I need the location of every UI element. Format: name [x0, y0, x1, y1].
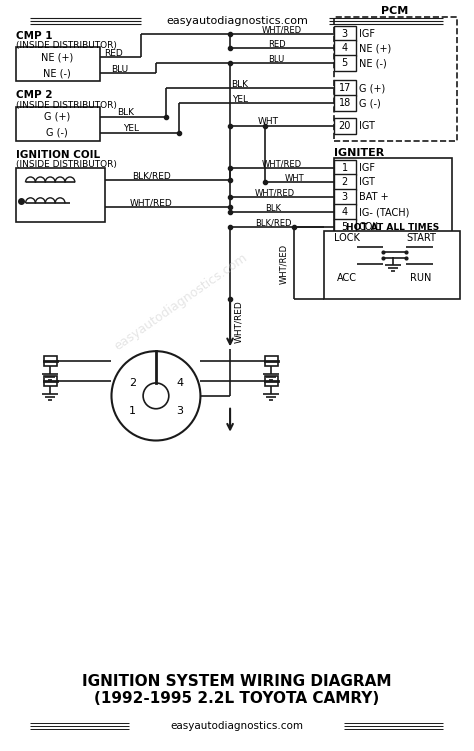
FancyBboxPatch shape: [334, 56, 356, 71]
Text: 4: 4: [342, 207, 348, 217]
Text: WHT/RED: WHT/RED: [130, 199, 173, 208]
Text: 18: 18: [338, 98, 351, 108]
FancyBboxPatch shape: [16, 47, 100, 81]
FancyBboxPatch shape: [264, 376, 277, 386]
Text: 3: 3: [342, 29, 348, 38]
Text: BLK: BLK: [264, 204, 281, 213]
FancyBboxPatch shape: [44, 356, 57, 366]
FancyBboxPatch shape: [334, 219, 356, 235]
Text: G (-): G (-): [46, 128, 68, 138]
Text: WHT/RED: WHT/RED: [234, 300, 243, 342]
Text: G (+): G (+): [44, 112, 70, 122]
Text: 3: 3: [176, 406, 183, 416]
Text: HOT AT ALL TIMES: HOT AT ALL TIMES: [346, 222, 439, 231]
Text: RED: RED: [268, 40, 285, 49]
Text: NE (+): NE (+): [358, 44, 391, 53]
FancyBboxPatch shape: [334, 95, 356, 111]
Text: IGT: IGT: [358, 121, 374, 131]
Text: PCM: PCM: [382, 6, 409, 16]
Text: BAT +: BAT +: [358, 192, 388, 202]
Text: BLU: BLU: [111, 65, 128, 74]
Text: 17: 17: [338, 83, 351, 93]
Text: IGNITION COIL: IGNITION COIL: [16, 149, 100, 160]
FancyBboxPatch shape: [334, 158, 453, 257]
FancyBboxPatch shape: [334, 189, 356, 205]
Text: BLU: BLU: [268, 55, 284, 64]
Text: YEL: YEL: [232, 95, 248, 104]
Text: 2: 2: [342, 177, 348, 188]
Text: easyautodiagnostics.com: easyautodiagnostics.com: [112, 251, 250, 352]
FancyBboxPatch shape: [334, 174, 356, 191]
Text: WHT/RED: WHT/RED: [255, 189, 295, 198]
Text: 2: 2: [128, 378, 136, 388]
Text: RED: RED: [104, 49, 123, 58]
Text: WHT: WHT: [258, 117, 279, 126]
Text: YEL: YEL: [123, 125, 139, 134]
Text: CMP 2: CMP 2: [16, 90, 52, 100]
FancyBboxPatch shape: [334, 41, 356, 56]
FancyBboxPatch shape: [334, 17, 457, 140]
FancyBboxPatch shape: [334, 160, 356, 176]
Text: IGF: IGF: [358, 29, 374, 38]
Text: NE (-): NE (-): [43, 68, 71, 78]
Text: (1992-1995 2.2L TOYOTA CAMRY): (1992-1995 2.2L TOYOTA CAMRY): [94, 691, 380, 706]
Text: IGNITION SYSTEM WIRING DIAGRAM: IGNITION SYSTEM WIRING DIAGRAM: [82, 674, 392, 689]
Text: CMP 1: CMP 1: [16, 31, 52, 41]
Text: 1: 1: [342, 162, 348, 173]
Text: NE (+): NE (+): [41, 53, 73, 62]
FancyBboxPatch shape: [16, 107, 100, 140]
Text: BLK/RED: BLK/RED: [255, 219, 292, 228]
Text: COIL: COIL: [358, 222, 381, 232]
Text: IGT: IGT: [358, 177, 374, 188]
Text: (INSIDE DISTRIBUTOR): (INSIDE DISTRIBUTOR): [16, 41, 117, 50]
Text: NE (-): NE (-): [358, 59, 386, 68]
Text: easyautodiagnostics.com: easyautodiagnostics.com: [166, 16, 308, 26]
FancyBboxPatch shape: [334, 80, 356, 96]
Text: 1: 1: [129, 406, 136, 416]
FancyBboxPatch shape: [16, 167, 105, 222]
Text: 20: 20: [338, 121, 351, 131]
Text: ACC: ACC: [337, 273, 357, 282]
FancyBboxPatch shape: [334, 204, 356, 220]
Text: START: START: [406, 233, 436, 243]
FancyBboxPatch shape: [324, 231, 460, 299]
Text: 5: 5: [342, 59, 348, 68]
FancyBboxPatch shape: [44, 376, 57, 386]
Text: LOCK: LOCK: [334, 233, 360, 243]
Text: (INSIDE DISTRIBUTOR): (INSIDE DISTRIBUTOR): [16, 160, 117, 169]
Text: BLK/RED: BLK/RED: [132, 172, 170, 181]
Text: BLK: BLK: [117, 108, 134, 117]
FancyBboxPatch shape: [334, 26, 356, 41]
FancyBboxPatch shape: [264, 356, 277, 366]
Text: WHT/RED: WHT/RED: [262, 25, 302, 34]
Text: WHT: WHT: [284, 174, 304, 183]
Text: G (+): G (+): [358, 83, 385, 93]
Text: RUN: RUN: [410, 273, 431, 282]
FancyBboxPatch shape: [334, 118, 356, 134]
Text: IG- (TACH): IG- (TACH): [358, 207, 409, 217]
Text: IGNITER: IGNITER: [334, 148, 384, 158]
Text: 4: 4: [342, 44, 348, 53]
Text: 3: 3: [342, 192, 348, 202]
Text: 5: 5: [342, 222, 348, 232]
Text: IGF: IGF: [358, 162, 374, 173]
Text: easyautodiagnostics.com: easyautodiagnostics.com: [171, 722, 303, 731]
Text: WHT/RED: WHT/RED: [262, 159, 302, 168]
Text: 4: 4: [176, 378, 183, 388]
Text: WHT/RED: WHT/RED: [279, 244, 288, 284]
Text: (INSIDE DISTRIBUTOR): (INSIDE DISTRIBUTOR): [16, 101, 117, 110]
Text: BLK: BLK: [231, 80, 248, 89]
Text: G (-): G (-): [358, 98, 380, 108]
